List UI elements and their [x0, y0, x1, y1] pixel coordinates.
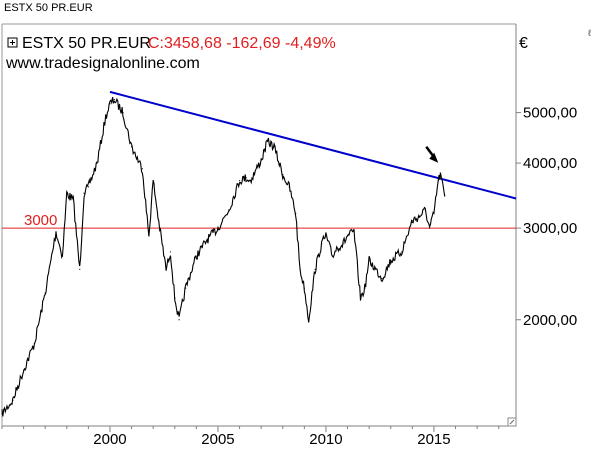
window-title: ESTX 50 PR.EUR: [4, 2, 93, 14]
x-tick-label: 2010: [309, 431, 342, 448]
price-point: [437, 180, 439, 182]
price-point: [267, 140, 269, 143]
price-point: [159, 227, 161, 229]
price-point: [105, 116, 107, 118]
price-point: [44, 292, 46, 294]
price-point: [55, 231, 57, 233]
trend-line: [109, 90, 517, 200]
source-url: www.tradesignalonline.com: [5, 55, 200, 72]
price-point: [282, 174, 284, 176]
price-point: [321, 243, 323, 245]
reference-lines: 3000: [2, 90, 517, 229]
price-point: [424, 209, 426, 211]
price-point: [433, 212, 435, 215]
price-point: [439, 174, 442, 176]
y-tick-label: 3000,00: [523, 220, 577, 237]
price-point: [331, 255, 334, 257]
price-line: [1, 97, 446, 417]
price-point: [169, 251, 172, 253]
arrow-head-icon: [429, 152, 439, 163]
price-point: [96, 162, 98, 164]
x-tick-label: 2000: [93, 431, 126, 448]
price-point: [33, 342, 35, 345]
price-point: [303, 287, 305, 289]
price-point: [418, 216, 420, 218]
y-tick-label: 4000,00: [523, 155, 577, 172]
price-point: [109, 103, 111, 105]
price-point: [444, 195, 446, 197]
price-point: [342, 243, 344, 245]
price-point: [400, 251, 403, 253]
quote-label: C:3458,68 -162,69 -4,49%: [148, 35, 336, 52]
price-point: [249, 180, 251, 182]
price-point: [195, 255, 197, 257]
price-point: [122, 112, 124, 114]
price-point: [273, 146, 275, 148]
price-point: [238, 180, 241, 182]
header: ESTX 50 PR.EUR C:3458,68 -162,69 -4,49% …: [5, 35, 336, 72]
resize-grip-icon[interactable]: [507, 417, 517, 427]
support-label: 3000: [24, 212, 57, 229]
price-point: [245, 177, 247, 179]
price-point: [141, 168, 143, 170]
y-tick-label: 2000,00: [523, 312, 577, 329]
price-point: [368, 259, 370, 262]
price-point: [390, 259, 392, 262]
price-point: [346, 235, 349, 237]
price-point: [113, 98, 115, 101]
price-point: [308, 319, 310, 321]
price-point: [299, 268, 301, 270]
price-point: [79, 268, 81, 270]
price-point: [359, 297, 362, 299]
price-point: [364, 287, 366, 289]
currency-label: €: [519, 35, 528, 52]
price-point: [217, 227, 219, 229]
price-point: [152, 180, 154, 182]
price-point: [314, 268, 316, 270]
price-point: [429, 227, 431, 229]
axes: 2000,00 3000,00 4000,00 5000,00 2000 2005 2010…: [1, 105, 577, 448]
price-point: [87, 186, 89, 188]
price-point: [336, 247, 338, 249]
price-point: [130, 146, 133, 148]
price-point: [375, 268, 377, 270]
price-point: [325, 235, 327, 237]
price-point: [206, 239, 208, 241]
price-series: [1, 97, 446, 417]
price-point: [288, 186, 290, 188]
price-point: [174, 297, 176, 299]
corner-mark: ℓ: [588, 28, 592, 38]
price-point: [178, 319, 180, 321]
price-point: [12, 399, 14, 401]
price-point: [66, 192, 68, 194]
price-point: [22, 369, 25, 371]
price-point: [184, 287, 187, 289]
price-point: [260, 159, 262, 161]
price-point: [165, 268, 167, 270]
symbol-label: ESTX 50 PR.EUR: [22, 35, 151, 52]
price-point: [381, 277, 383, 280]
annotations: [425, 146, 439, 163]
price-point: [353, 231, 355, 233]
y-tick-label: 5000,00: [523, 105, 577, 122]
price-point: [295, 212, 297, 215]
price-point: [228, 209, 230, 211]
price-point: [61, 255, 64, 257]
x-tick-label: 2005: [201, 431, 234, 448]
price-point: [148, 235, 150, 237]
price-point: [72, 199, 74, 201]
x-tick-label: 2015: [417, 431, 450, 448]
price-point: [83, 192, 85, 194]
price-point: [411, 220, 413, 222]
price-point: [1, 413, 3, 415]
